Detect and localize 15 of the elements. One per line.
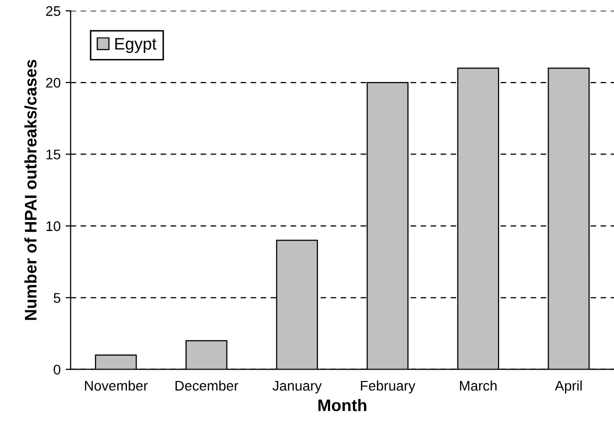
legend-label: Egypt: [115, 38, 156, 54]
x-tick-label: April: [554, 380, 582, 394]
y-tick-label: 0: [54, 364, 60, 375]
y-tick-label: 5: [54, 293, 60, 303]
x-tick-label: January: [272, 380, 322, 394]
x-tick-label: February: [360, 380, 416, 394]
x-tick-label: March: [460, 380, 497, 391]
y-axis-title: Number of HPAI outbreaks/cases: [24, 60, 37, 320]
x-tick-label: December: [176, 380, 238, 391]
y-tick-label: 15: [46, 150, 60, 160]
x-tick-label: November: [85, 380, 148, 391]
y-tick-label: 10: [46, 221, 60, 232]
y-tick-label: 20: [46, 78, 60, 88]
y-tick-label: 25: [46, 6, 60, 16]
x-axis-title: Month: [318, 398, 366, 412]
